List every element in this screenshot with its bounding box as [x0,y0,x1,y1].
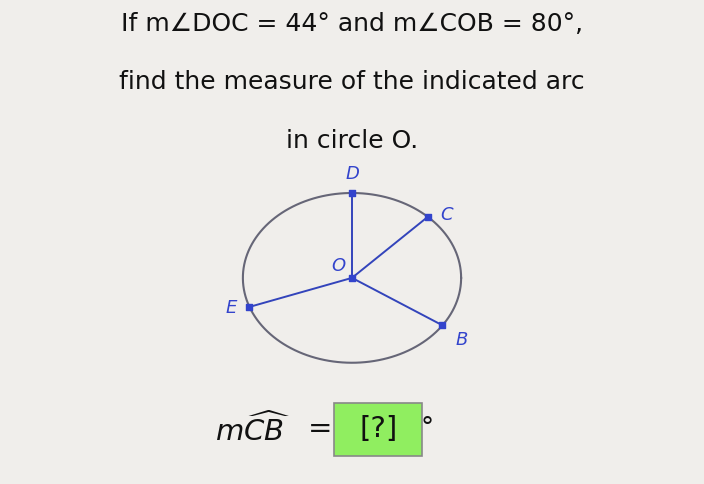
Text: C: C [441,206,453,224]
Text: °: ° [421,415,434,441]
Text: in circle O.: in circle O. [286,128,418,152]
Point [346,190,358,197]
Text: B: B [455,331,467,348]
Text: E: E [225,298,237,316]
Text: If m∠DOC = 44° and m∠COB = 80°,: If m∠DOC = 44° and m∠COB = 80°, [121,12,583,36]
Text: find the measure of the indicated arc: find the measure of the indicated arc [119,70,585,94]
Text: D: D [345,165,359,183]
Text: O: O [332,256,346,274]
Text: $m\widehat{CB}$: $m\widehat{CB}$ [215,411,291,446]
Point [437,322,448,330]
FancyBboxPatch shape [334,404,422,456]
Point [244,303,255,311]
Point [422,213,434,221]
Text: =: = [308,414,332,442]
Text: [?]: [?] [359,414,398,442]
Point [346,274,358,282]
